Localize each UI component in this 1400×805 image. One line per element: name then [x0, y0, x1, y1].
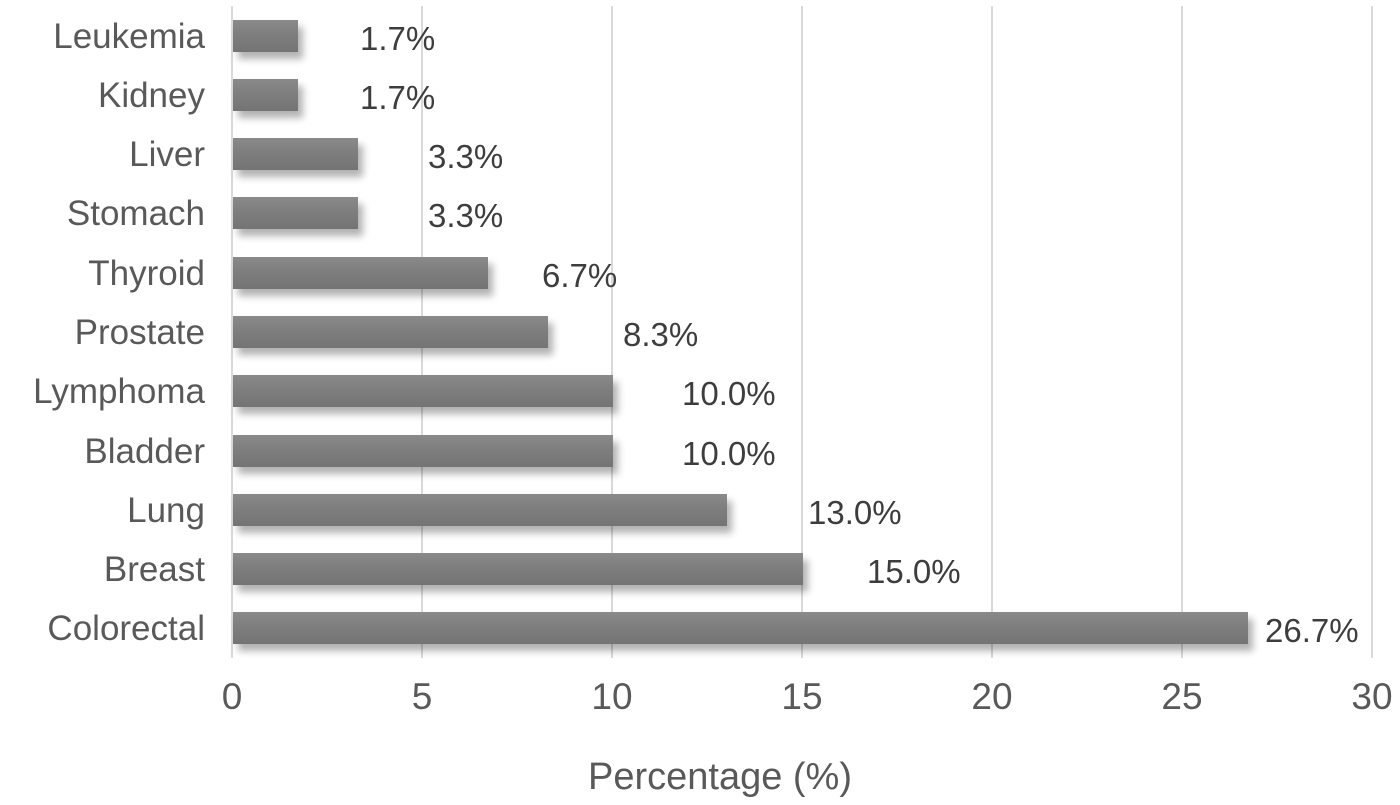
data-label-breast: 15.0%: [867, 553, 961, 590]
bar-prostate: [233, 316, 548, 348]
bar-colorectal: [233, 612, 1248, 644]
data-label-liver: 3.3%: [428, 138, 504, 175]
category-label-kidney: Kidney: [97, 76, 205, 115]
gridline-x-25: [1181, 6, 1183, 658]
y-axis-line: [231, 6, 233, 658]
data-label-thyroid: 6.7%: [542, 257, 618, 294]
category-label-thyroid: Thyroid: [88, 254, 205, 293]
bar-breast: [233, 553, 803, 585]
x-tick-label: 5: [411, 676, 433, 717]
gridline-x-30: [1371, 6, 1373, 658]
bar-lung: [233, 494, 727, 526]
gridline-x-20: [991, 6, 993, 658]
category-label-lung: Lung: [127, 491, 205, 530]
bar-liver: [233, 138, 358, 170]
bar-lymphoma: [233, 375, 613, 407]
bar-stomach: [233, 197, 358, 229]
x-tick-label: 30: [1351, 676, 1393, 717]
category-label-liver: Liver: [129, 135, 205, 174]
data-label-colorectal: 26.7%: [1265, 612, 1359, 649]
data-label-stomach: 3.3%: [428, 197, 504, 234]
data-label-kidney: 1.7%: [360, 79, 436, 116]
x-tick-label: 15: [781, 676, 823, 717]
gridline-x-10: [611, 6, 613, 658]
bar-leukemia: [233, 20, 298, 52]
category-label-leukemia: Leukemia: [53, 17, 205, 56]
bar-bladder: [233, 435, 613, 467]
category-label-prostate: Prostate: [74, 313, 205, 352]
category-label-bladder: Bladder: [84, 432, 205, 471]
category-label-breast: Breast: [103, 550, 205, 589]
data-label-bladder: 10.0%: [682, 435, 776, 472]
category-label-lymphoma: Lymphoma: [33, 372, 205, 411]
x-tick-label: 25: [1161, 676, 1203, 717]
data-label-prostate: 8.3%: [623, 316, 699, 353]
category-label-stomach: Stomach: [66, 194, 205, 233]
x-tick-label: 0: [221, 676, 243, 717]
gridline-x-15: [801, 6, 803, 658]
data-label-lung: 13.0%: [808, 494, 902, 531]
category-label-colorectal: Colorectal: [47, 609, 205, 648]
bar-kidney: [233, 79, 298, 111]
x-tick-label: 20: [971, 676, 1013, 717]
data-label-lymphoma: 10.0%: [682, 375, 776, 412]
data-label-leukemia: 1.7%: [360, 20, 436, 57]
x-axis-title: Percentage (%): [587, 756, 852, 798]
x-tick-label: 10: [591, 676, 633, 717]
bar-thyroid: [233, 257, 488, 289]
